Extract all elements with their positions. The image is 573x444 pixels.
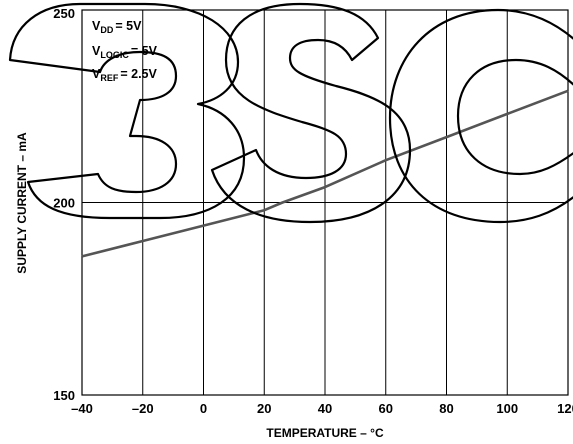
y-tick-label: 150 bbox=[53, 388, 75, 403]
condition-label: VDD = 5V bbox=[92, 19, 142, 35]
x-tick-label: 120 bbox=[557, 401, 573, 416]
x-tick-labels: –40 –20 0 20 40 60 80 100 120 bbox=[71, 401, 573, 416]
y-axis-label: SUPPLY CURRENT – mA bbox=[15, 132, 29, 274]
condition-label: VLOGIC = 5V bbox=[92, 44, 158, 60]
x-axis-label: TEMPERATURE – °C bbox=[266, 426, 384, 440]
series-layer bbox=[81, 89, 569, 258]
plot-frame bbox=[81, 9, 569, 396]
x-tick-label: 80 bbox=[439, 401, 453, 416]
y-tick-label: 200 bbox=[53, 196, 75, 211]
x-tick-label: 60 bbox=[379, 401, 393, 416]
x-tick-label: 20 bbox=[257, 401, 271, 416]
x-tick-label: 40 bbox=[318, 401, 332, 416]
y-tick-label: 250 bbox=[53, 6, 75, 21]
operating-conditions: VDD = 5V VLOGIC = 5V VREF = 2.5V bbox=[92, 19, 158, 83]
condition-label: VREF = 2.5V bbox=[92, 67, 157, 83]
watermark-glyph bbox=[210, 2, 412, 224]
x-tick-label: –20 bbox=[132, 401, 154, 416]
x-tick-label: 100 bbox=[496, 401, 518, 416]
watermark-logo bbox=[8, 2, 573, 224]
watermark-glyph bbox=[8, 2, 246, 220]
y-tick-labels: 150 200 250 bbox=[53, 6, 75, 403]
watermark-glyph bbox=[388, 8, 573, 224]
x-tick-label: 0 bbox=[200, 401, 207, 416]
x-tick-label: –40 bbox=[71, 401, 93, 416]
series-line bbox=[81, 89, 569, 258]
